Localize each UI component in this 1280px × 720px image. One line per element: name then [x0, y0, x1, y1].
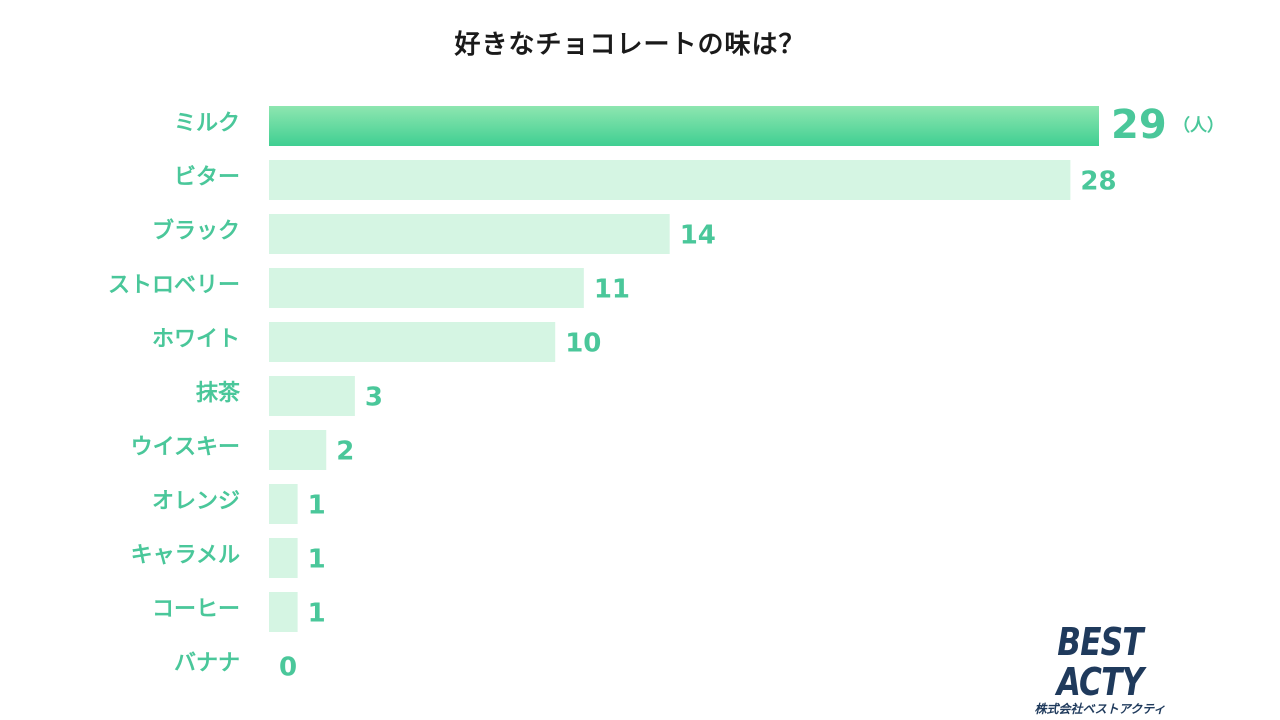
value-label: 0: [279, 653, 297, 683]
category-label: ミルク: [174, 111, 240, 136]
bar: [269, 106, 1099, 146]
category-label: コーヒー: [152, 597, 240, 622]
value-label: 3: [365, 383, 383, 413]
logo-sub-text: 株式会社ベストアクティ: [1034, 702, 1166, 716]
value-label: 28: [1080, 167, 1116, 197]
value-label: 2: [336, 437, 354, 467]
category-label: ビター: [174, 165, 240, 190]
category-label: キャラメル: [131, 543, 240, 568]
category-label: ストロベリー: [108, 273, 240, 298]
value-label: 10: [565, 329, 601, 359]
bar: [269, 160, 1071, 200]
company-logo: BEST ACTY 株式会社ベストアクティ: [1000, 622, 1200, 716]
value-label: 1: [308, 491, 326, 521]
category-label: ウイスキー: [131, 435, 240, 460]
bar: [269, 322, 556, 362]
chart-title: 好きなチョコレートの味は？: [454, 30, 806, 60]
logo-main-text: BEST ACTY: [1056, 620, 1144, 704]
category-label: ホワイト: [152, 327, 240, 352]
bar: [269, 538, 298, 578]
bar: [269, 484, 298, 524]
unit-label: （人）: [1173, 115, 1224, 136]
bar: [269, 376, 355, 416]
category-label: 抹茶: [196, 381, 241, 406]
bar: [269, 592, 298, 632]
value-label: 11: [594, 275, 630, 305]
category-label: オレンジ: [152, 489, 240, 514]
bar: [269, 214, 670, 254]
value-label: 14: [680, 221, 716, 251]
category-label: バナナ: [174, 651, 240, 676]
category-label: ブラック: [152, 218, 240, 244]
value-label: 1: [308, 545, 326, 575]
value-label: 29: [1111, 102, 1167, 148]
value-label: 1: [308, 599, 326, 629]
bar: [269, 430, 327, 470]
bar: [269, 268, 584, 308]
